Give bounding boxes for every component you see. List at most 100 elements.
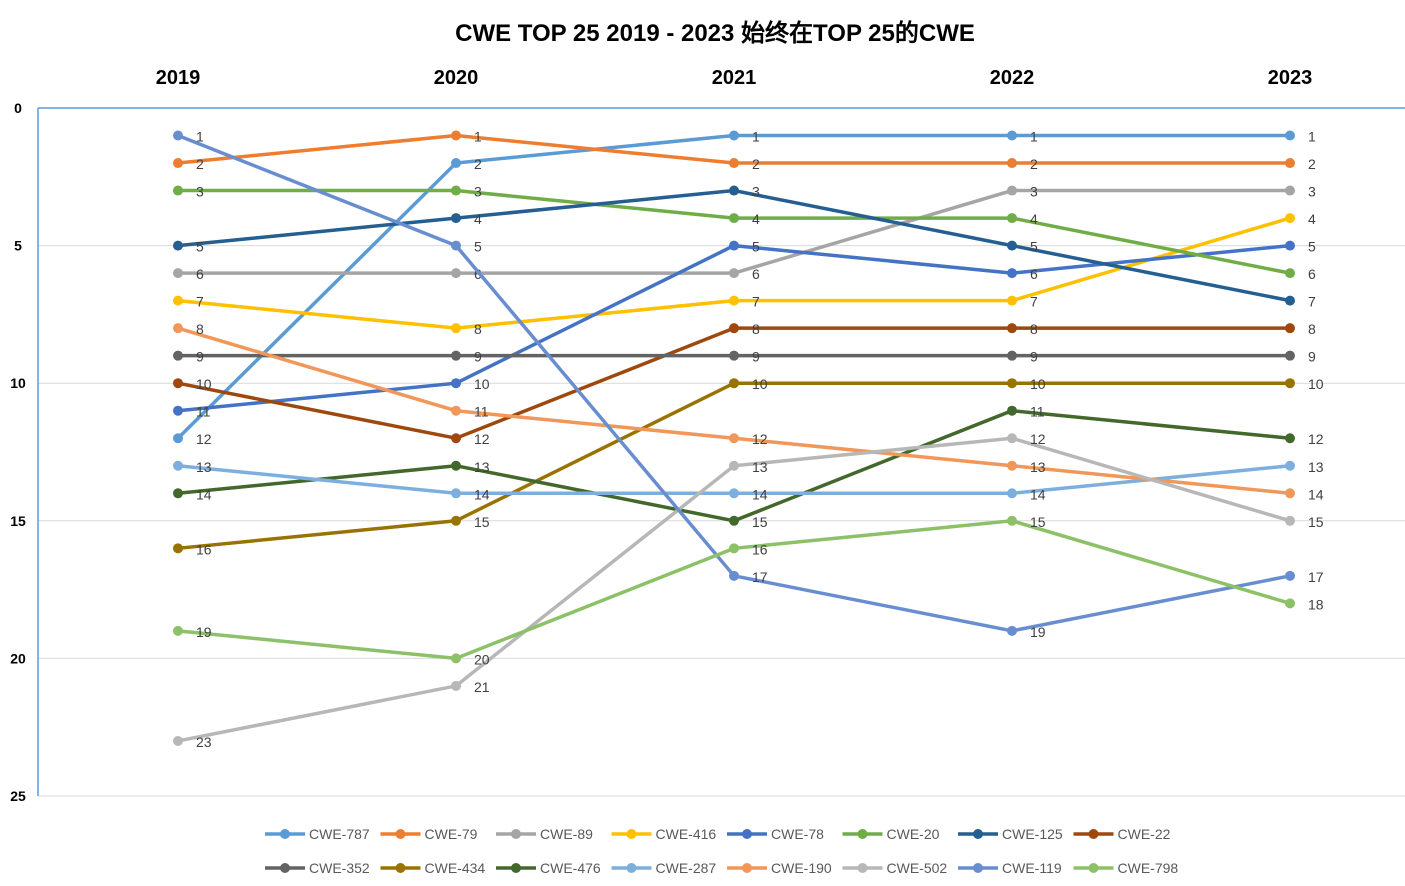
data-label: 12	[1030, 431, 1046, 447]
data-point	[173, 268, 183, 279]
data-label: 8	[752, 321, 760, 337]
data-label: 14	[1030, 486, 1046, 502]
data-label: 1	[1308, 129, 1316, 145]
data-point	[451, 323, 461, 334]
data-label: 14	[752, 486, 768, 502]
data-point	[451, 515, 461, 526]
data-point	[1285, 295, 1295, 306]
data-label: 13	[474, 459, 490, 475]
data-point	[451, 460, 461, 471]
legend-item-CWE-798: CWE-798	[1073, 860, 1179, 876]
data-point	[451, 653, 461, 664]
data-label: 2	[196, 156, 204, 172]
data-point	[173, 488, 183, 499]
y-tick-label: 10	[10, 375, 26, 391]
series-CWE-476: 14 13 15 11 12	[173, 404, 1324, 530]
legend-marker	[973, 829, 983, 839]
data-point	[729, 488, 739, 499]
data-label: 9	[196, 349, 204, 365]
legend-label: CWE-119	[1002, 860, 1062, 876]
data-point	[729, 295, 739, 306]
data-label: 9	[474, 349, 482, 365]
data-label: 8	[196, 321, 204, 337]
legend-item-CWE-476: CWE-476	[496, 860, 601, 876]
data-point	[451, 433, 461, 444]
data-point	[173, 460, 183, 471]
data-label: 4	[752, 211, 760, 227]
series-CWE-22: 10 12 8 8 8	[173, 321, 1316, 447]
data-label: 15	[1030, 514, 1046, 530]
data-label: 11	[196, 404, 211, 420]
legend-item-CWE-125: CWE-125	[958, 826, 1063, 842]
data-label: 13	[1308, 459, 1324, 475]
data-point	[1007, 350, 1017, 361]
data-label: 19	[196, 624, 212, 640]
data-point	[173, 433, 183, 444]
data-point	[451, 158, 461, 169]
data-point	[1285, 130, 1295, 141]
data-point	[729, 213, 739, 224]
legend-label: CWE-20	[887, 826, 940, 842]
data-point	[451, 268, 461, 279]
legend-marker	[511, 829, 521, 839]
data-point	[1285, 158, 1295, 169]
data-label: 13	[196, 459, 212, 475]
data-point	[1007, 240, 1017, 251]
series-CWE-190: 8 11 12 13 14	[173, 321, 1324, 502]
legend-marker	[395, 829, 406, 839]
data-point	[1007, 268, 1017, 279]
legend-label: CWE-89	[540, 826, 593, 842]
data-label: 3	[752, 184, 760, 200]
data-label: 1	[474, 129, 482, 145]
data-point	[1285, 515, 1295, 526]
data-point	[729, 433, 739, 444]
x-tick-label: 2021	[712, 67, 757, 89]
data-point	[451, 378, 461, 389]
legend-marker	[742, 829, 752, 839]
data-point	[1285, 598, 1295, 609]
data-point	[1285, 488, 1295, 499]
data-label: 13	[752, 459, 768, 475]
x-tick-label: 2020	[434, 67, 479, 89]
data-point	[1007, 460, 1017, 471]
data-point	[1007, 625, 1017, 636]
data-point	[729, 515, 739, 526]
data-label: 5	[1030, 239, 1038, 255]
series-CWE-20: 3 3 4 4 6	[173, 184, 1316, 282]
data-label: 4	[1030, 211, 1038, 227]
legend-item-CWE-22: CWE-22	[1073, 826, 1171, 842]
legend-label: CWE-352	[309, 860, 370, 876]
data-point	[451, 350, 461, 361]
legend-marker	[973, 863, 983, 873]
data-point	[173, 405, 183, 416]
legend-label: CWE-798	[1118, 860, 1179, 876]
data-point	[729, 323, 739, 334]
legend-item-CWE-78: CWE-78	[727, 826, 824, 842]
data-point	[1007, 295, 1017, 306]
legend-label: CWE-416	[656, 826, 717, 842]
data-point	[1285, 460, 1295, 471]
data-label: 12	[752, 431, 768, 447]
y-tick-label: 15	[10, 513, 26, 529]
legend-item-CWE-20: CWE-20	[842, 826, 940, 842]
data-point	[173, 240, 183, 251]
data-label: 23	[196, 734, 212, 750]
x-tick-label: 2019	[156, 67, 201, 89]
data-label: 9	[1030, 349, 1038, 365]
legend-item-CWE-287: CWE-287	[611, 860, 716, 876]
series-CWE-125: 5 4 3 5 7	[173, 184, 1316, 310]
data-point	[729, 570, 739, 581]
legend-marker	[857, 829, 868, 839]
series-CWE-89: 6 6 6 3 3	[173, 184, 1316, 282]
data-label: 6	[1308, 266, 1316, 282]
data-label: 8	[474, 321, 482, 337]
legend-item-CWE-119: CWE-119	[958, 860, 1062, 876]
data-label: 2	[474, 156, 482, 172]
data-label: 10	[1308, 376, 1324, 392]
legend-marker	[626, 863, 637, 873]
data-label: 12	[474, 431, 490, 447]
data-point	[1285, 323, 1295, 334]
